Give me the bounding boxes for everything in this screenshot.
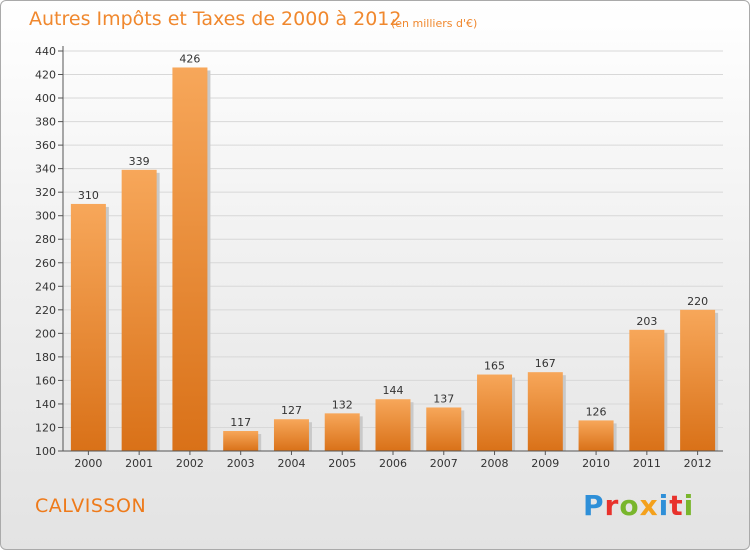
brand-letter: t bbox=[669, 489, 684, 522]
x-tick-label-2010: 2010 bbox=[582, 457, 610, 470]
bar-2007 bbox=[426, 407, 462, 451]
y-tick-label: 160 bbox=[35, 374, 56, 387]
bar-2001 bbox=[121, 169, 157, 451]
brand-letter: i bbox=[683, 489, 695, 522]
bar-2002 bbox=[172, 67, 208, 452]
y-tick-label: 440 bbox=[35, 45, 56, 58]
brand-letter: i bbox=[658, 489, 670, 522]
brand-letter: x bbox=[639, 489, 659, 522]
value-label-2011: 203 bbox=[636, 315, 657, 328]
chart-title: Autres Impôts et Taxes de 2000 à 2012 bbox=[29, 8, 402, 30]
value-label-2006: 144 bbox=[383, 384, 404, 397]
x-axis: 2000 2001 2002 2003 2004 2005 2006 2007 2008 2009… bbox=[63, 450, 723, 470]
value-label-2002: 426 bbox=[179, 52, 200, 65]
y-tick-label: 200 bbox=[35, 327, 56, 340]
value-label-2007: 137 bbox=[433, 392, 454, 405]
bar-2010 bbox=[578, 420, 614, 451]
bars bbox=[70, 67, 719, 452]
y-tick-label: 360 bbox=[35, 139, 56, 152]
commune-name: CALVISSON bbox=[35, 495, 147, 517]
x-tick-label-2011: 2011 bbox=[633, 457, 661, 470]
x-tick-label-2012: 2012 bbox=[684, 457, 712, 470]
x-tick-label-2008: 2008 bbox=[481, 457, 509, 470]
chart-subtitle: (en milliers d'€) bbox=[391, 17, 478, 30]
brand-logo[interactable]: Proxiti bbox=[583, 489, 694, 522]
bar-2003 bbox=[223, 431, 259, 451]
brand-letter: r bbox=[604, 489, 620, 522]
value-label-2010: 126 bbox=[586, 405, 607, 418]
y-tick-label: 240 bbox=[35, 280, 56, 293]
y-tick-label: 400 bbox=[35, 92, 56, 105]
bar-2008 bbox=[477, 374, 513, 451]
bar-2004 bbox=[273, 419, 309, 451]
bar-2006 bbox=[375, 399, 411, 451]
brand-letter: o bbox=[619, 489, 640, 522]
bar-2005 bbox=[324, 413, 360, 451]
y-tick-label: 140 bbox=[35, 398, 56, 411]
y-tick-label: 380 bbox=[35, 116, 56, 129]
x-tick-label-2003: 2003 bbox=[227, 457, 255, 470]
x-tick-label-2001: 2001 bbox=[125, 457, 153, 470]
value-label-2001: 339 bbox=[129, 155, 150, 168]
x-tick-label-2005: 2005 bbox=[328, 457, 356, 470]
y-tick-label: 300 bbox=[35, 210, 56, 223]
value-labels: 310 339 426 117 127 132 144 137 165 167 126 203 220 bbox=[78, 52, 708, 429]
value-label-2003: 117 bbox=[230, 416, 251, 429]
y-tick-label: 340 bbox=[35, 163, 56, 176]
bar-2000 bbox=[70, 203, 106, 451]
y-tick-label: 180 bbox=[35, 351, 56, 364]
value-label-2009: 167 bbox=[535, 357, 556, 370]
value-label-2004: 127 bbox=[281, 404, 302, 417]
value-label-2005: 132 bbox=[332, 398, 353, 411]
y-tick-label: 320 bbox=[35, 186, 56, 199]
y-tick-label: 260 bbox=[35, 257, 56, 270]
y-tick-label: 420 bbox=[35, 69, 56, 82]
bar-2012 bbox=[680, 309, 716, 451]
value-label-2000: 310 bbox=[78, 189, 99, 202]
x-tick-label-2009: 2009 bbox=[531, 457, 559, 470]
bar-2011 bbox=[629, 329, 665, 451]
value-label-2008: 165 bbox=[484, 360, 505, 373]
x-tick-label-2000: 2000 bbox=[74, 457, 102, 470]
y-tick-label: 100 bbox=[35, 445, 56, 458]
x-tick-label-2004: 2004 bbox=[277, 457, 305, 470]
value-label-2012: 220 bbox=[687, 295, 708, 308]
x-tick-label-2002: 2002 bbox=[176, 457, 204, 470]
y-tick-label: 120 bbox=[35, 421, 56, 434]
y-axis: 100 120 140 160 180 200 220 240 260 280 300 320 340 3… bbox=[35, 45, 64, 458]
brand-letter: P bbox=[583, 489, 605, 522]
bar-2009 bbox=[527, 372, 563, 451]
y-tick-label: 280 bbox=[35, 233, 56, 246]
x-tick-label-2006: 2006 bbox=[379, 457, 407, 470]
x-tick-label-2007: 2007 bbox=[430, 457, 458, 470]
y-tick-label: 220 bbox=[35, 304, 56, 317]
